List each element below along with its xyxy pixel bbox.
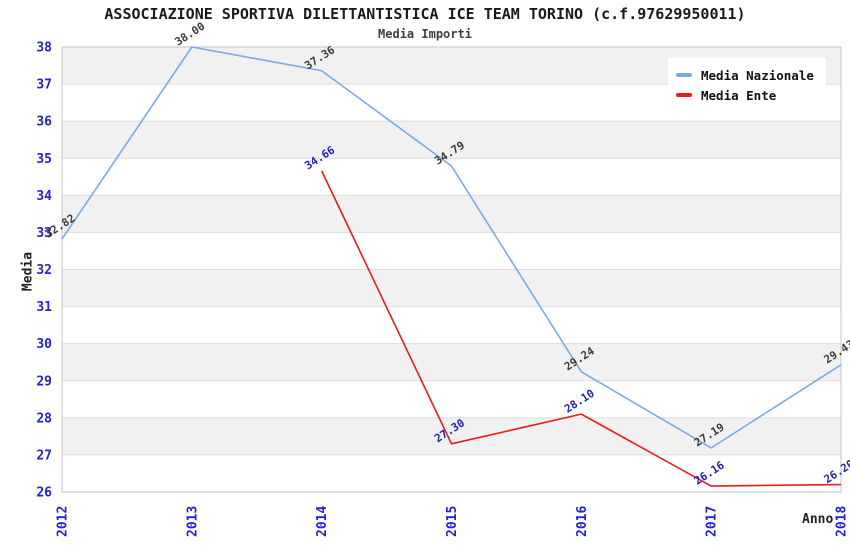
legend-item-media-nazionale: Media Nazionale <box>676 65 818 85</box>
y-tick-label: 33 <box>36 226 52 241</box>
x-tick-label: 2013 <box>185 506 200 537</box>
y-tick-label: 37 <box>36 78 52 93</box>
point-label: 38.00 <box>172 20 207 49</box>
grid-band <box>62 195 841 233</box>
grid-band <box>62 121 841 159</box>
series-line-media-ente <box>320 170 842 487</box>
x-tick-label: 2018 <box>835 506 850 537</box>
grid-band <box>62 343 841 381</box>
chart-title: ASSOCIAZIONE SPORTIVA DILETTANTISTICA IC… <box>104 5 746 23</box>
y-tick-label: 35 <box>36 152 52 167</box>
y-tick-label: 28 <box>36 411 52 426</box>
grid-band <box>62 269 841 307</box>
grid-band <box>62 232 841 270</box>
chart-subtitle: Media Importi <box>378 27 472 41</box>
x-axis-title: Anno <box>802 512 834 527</box>
y-tick-label: 31 <box>36 300 52 315</box>
y-tick-label: 30 <box>36 337 52 352</box>
y-tick-label: 34 <box>36 189 52 204</box>
y-tick-label: 26 <box>36 486 52 501</box>
grid-band <box>62 158 841 196</box>
grid-band <box>62 380 841 418</box>
legend-label: Media Ente <box>701 87 777 103</box>
y-axis-title: Media <box>20 251 36 292</box>
legend: Media Nazionale Media Ente <box>668 58 826 111</box>
x-tick-label: 2016 <box>575 506 590 537</box>
grid-band <box>62 417 841 455</box>
legend-swatch-red-line-icon <box>676 93 692 97</box>
x-tick-label: 2012 <box>56 506 71 537</box>
x-tick-label: 2014 <box>315 506 330 537</box>
legend-label: Media Nazionale <box>701 67 814 83</box>
legend-swatch-blue-line-icon <box>676 73 692 77</box>
series-line-media-nazionale <box>61 46 842 449</box>
grid-band <box>62 306 841 344</box>
y-tick-label: 29 <box>36 374 52 389</box>
legend-item-media-ente: Media Ente <box>676 85 818 105</box>
y-tick-label: 36 <box>36 115 52 130</box>
y-tick-label: 38 <box>36 41 52 56</box>
x-tick-label: 2017 <box>705 506 720 537</box>
y-tick-label: 27 <box>36 448 52 463</box>
x-tick-label: 2015 <box>445 506 460 537</box>
plot-border <box>61 46 842 493</box>
y-tick-label: 32 <box>36 263 52 278</box>
